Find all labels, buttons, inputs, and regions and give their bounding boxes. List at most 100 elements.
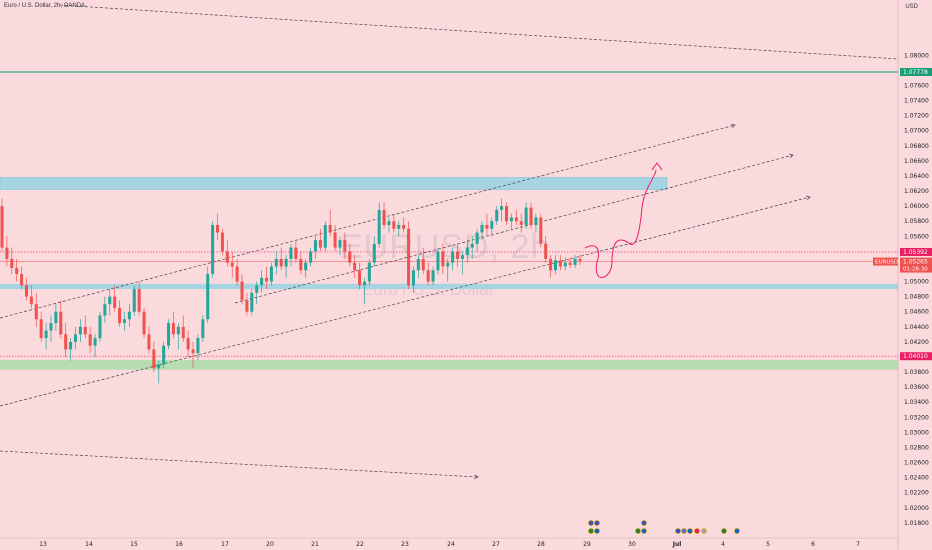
candle-body (103, 304, 107, 316)
price-tick-label: 1.04400 (904, 324, 929, 331)
candle-body (152, 349, 156, 369)
candle-body (289, 247, 293, 259)
candle (260, 270, 264, 293)
candle-body (313, 240, 318, 252)
price-tick-label: 1.02000 (904, 505, 929, 512)
price-tag (900, 247, 932, 256)
candle-body (377, 209, 381, 244)
candle (240, 274, 244, 305)
candle (294, 240, 298, 263)
price-tag (900, 257, 932, 273)
candle-body (137, 289, 141, 312)
candle-body (509, 217, 513, 222)
candle-body (397, 224, 401, 229)
economic-event-icon (680, 527, 688, 535)
candle-body (387, 221, 391, 225)
candle-body (333, 232, 337, 248)
price-tick-label: 1.03400 (904, 399, 929, 406)
candle (460, 251, 464, 274)
candle (426, 262, 430, 286)
price-tick-label: 1.07000 (904, 128, 929, 135)
candle-body (39, 319, 43, 339)
candle (73, 326, 77, 350)
price-tick-label: 1.04600 (904, 309, 929, 316)
candle-body (441, 251, 445, 267)
candle-body (176, 326, 180, 335)
price-tick-label: 1.06600 (904, 158, 929, 165)
candle (338, 236, 342, 256)
candle (407, 221, 411, 290)
candle (289, 243, 293, 267)
candle-body (127, 311, 131, 320)
candle-body (54, 311, 58, 324)
candle (524, 202, 528, 229)
candle (264, 266, 269, 290)
candle (10, 247, 14, 274)
candle (255, 281, 259, 305)
candle (446, 258, 450, 282)
candle-body (211, 224, 215, 274)
candle-body (225, 251, 229, 263)
channel-mid-line (234, 154, 794, 304)
economic-event-icon (587, 527, 595, 535)
candle (328, 209, 332, 237)
price-tick-label: 1.06200 (904, 188, 929, 195)
candle (318, 228, 322, 252)
candle-body (460, 255, 464, 259)
candle (553, 255, 558, 274)
candle (69, 338, 73, 361)
candle-body (69, 341, 73, 350)
candle-body (367, 262, 371, 282)
candle (578, 254, 582, 265)
candle (78, 319, 82, 342)
candle (157, 360, 161, 384)
candle (333, 224, 337, 252)
candle (343, 232, 347, 259)
candle (201, 315, 205, 342)
candle (98, 311, 102, 342)
projection-arrowhead (651, 162, 663, 171)
candle (64, 323, 68, 357)
candle (456, 243, 460, 267)
candle (309, 247, 313, 267)
candle-body (549, 258, 553, 271)
candle (480, 221, 484, 241)
candle (563, 257, 567, 271)
candle-body (416, 258, 420, 271)
candle-body (558, 260, 562, 267)
candle (142, 307, 146, 339)
candle (313, 236, 318, 259)
economic-event-icon (674, 527, 682, 535)
price-tag-value: 1.05265 (903, 259, 928, 266)
candle (323, 221, 327, 252)
candle-body (465, 247, 469, 256)
lower-downtrend-line-arrow (474, 474, 479, 480)
channel-mid-line-arrow (789, 153, 794, 159)
economic-event-icon (693, 527, 701, 535)
candle (196, 334, 200, 361)
candle (171, 311, 175, 339)
candle-body (411, 270, 415, 286)
candle-body (451, 251, 455, 263)
candle (568, 257, 572, 268)
candle (152, 341, 156, 373)
time-tick-label: 22 (356, 541, 364, 548)
price-tick-label: 1.06800 (904, 143, 929, 150)
candle-body (59, 311, 63, 335)
support-zone (0, 283, 898, 290)
candle-body (44, 330, 48, 339)
candle-body (24, 285, 29, 297)
candle-body (323, 224, 327, 248)
price-tick-label: 1.05000 (904, 279, 929, 286)
candle (5, 236, 9, 267)
price-label-dotted_low: 1.04010 (900, 352, 932, 361)
price-tag-value: 1.05392 (903, 249, 928, 256)
candle (176, 323, 180, 350)
candle (436, 247, 440, 274)
price-tick-label: 1.07600 (904, 82, 929, 89)
candle-body (505, 206, 509, 222)
candle-body (529, 207, 533, 225)
